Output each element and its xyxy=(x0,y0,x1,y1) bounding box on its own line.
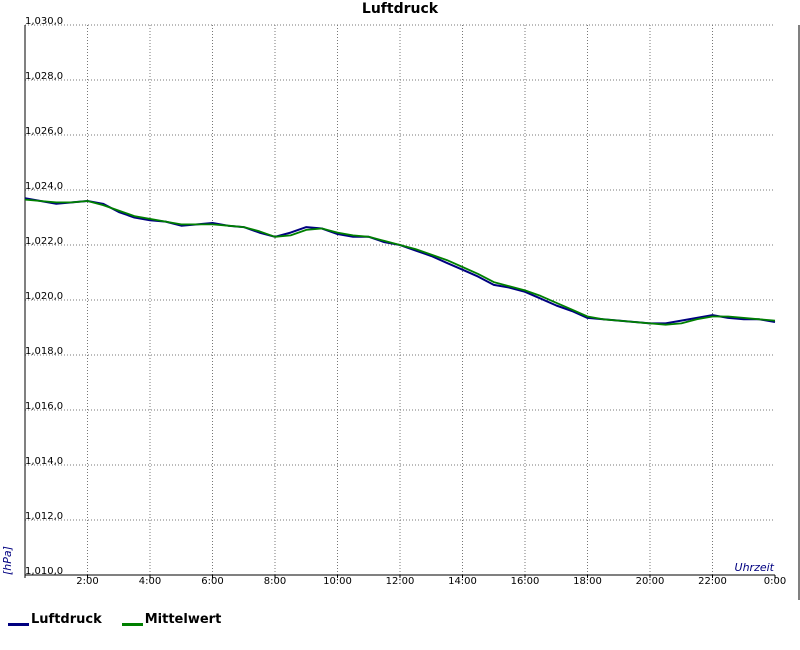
x-tick-label: 16:00 xyxy=(511,576,540,587)
y-axis-label: [hPa] xyxy=(1,546,14,575)
y-tick-label: 1,020,0 xyxy=(25,291,63,302)
legend-swatch-luftdruck xyxy=(8,622,29,626)
legend-label-luftdruck: Luftdruck xyxy=(31,611,102,627)
x-tick-label: 0:00 xyxy=(764,576,786,587)
x-tick-label: 2:00 xyxy=(76,576,98,587)
y-tick-label: 1,022,0 xyxy=(25,236,63,247)
series-line-mittelwert xyxy=(24,198,776,326)
legend-label-mittelwert: Mittelwert xyxy=(144,611,222,627)
x-tick-label: 12:00 xyxy=(386,576,415,587)
x-tick-label: 14:00 xyxy=(448,576,477,587)
legend: Luftdruck Mittelwert xyxy=(8,609,241,629)
y-tick-label: 1,026,0 xyxy=(25,126,63,137)
x-tick-label: 6:00 xyxy=(201,576,223,587)
y-tick-labels: 1,010,0 1,012,0 1,014,0 1,016,0 1,018,0 1,020… xyxy=(25,16,63,577)
y-tick-label: 1,030,0 xyxy=(25,16,63,27)
x-tick-label: 18:00 xyxy=(573,576,602,587)
y-tick-label: 1,010,0 xyxy=(25,566,63,577)
y-tick-label: 1,012,0 xyxy=(25,511,63,522)
series-lines xyxy=(24,197,776,326)
legend-item-mittelwert: Mittelwert xyxy=(121,611,222,627)
x-tick-label: 4:00 xyxy=(139,576,161,587)
chart-title: Luftdruck xyxy=(362,1,439,17)
legend-swatch-mittelwert xyxy=(121,622,143,626)
x-tick-label: 22:00 xyxy=(698,576,727,587)
x-tick-label: 10:00 xyxy=(323,576,352,587)
y-tick-label: 1,024,0 xyxy=(25,181,63,192)
x-tick-label: 8:00 xyxy=(264,576,286,587)
axes xyxy=(24,25,800,600)
x-tick-labels: 2:00 4:00 6:00 8:00 10:00 12:00 14:00 16:00 18:0… xyxy=(76,576,786,587)
y-tick-label: 1,028,0 xyxy=(25,71,63,82)
legend-item-luftdruck: Luftdruck xyxy=(8,612,102,627)
y-tick-label: 1,018,0 xyxy=(25,346,63,357)
x-axis-label: Uhrzeit xyxy=(735,561,775,574)
grid xyxy=(25,24,775,575)
y-tick-label: 1,014,0 xyxy=(25,456,63,467)
y-tick-label: 1,016,0 xyxy=(25,401,63,412)
x-tick-label: 20:00 xyxy=(636,576,665,587)
